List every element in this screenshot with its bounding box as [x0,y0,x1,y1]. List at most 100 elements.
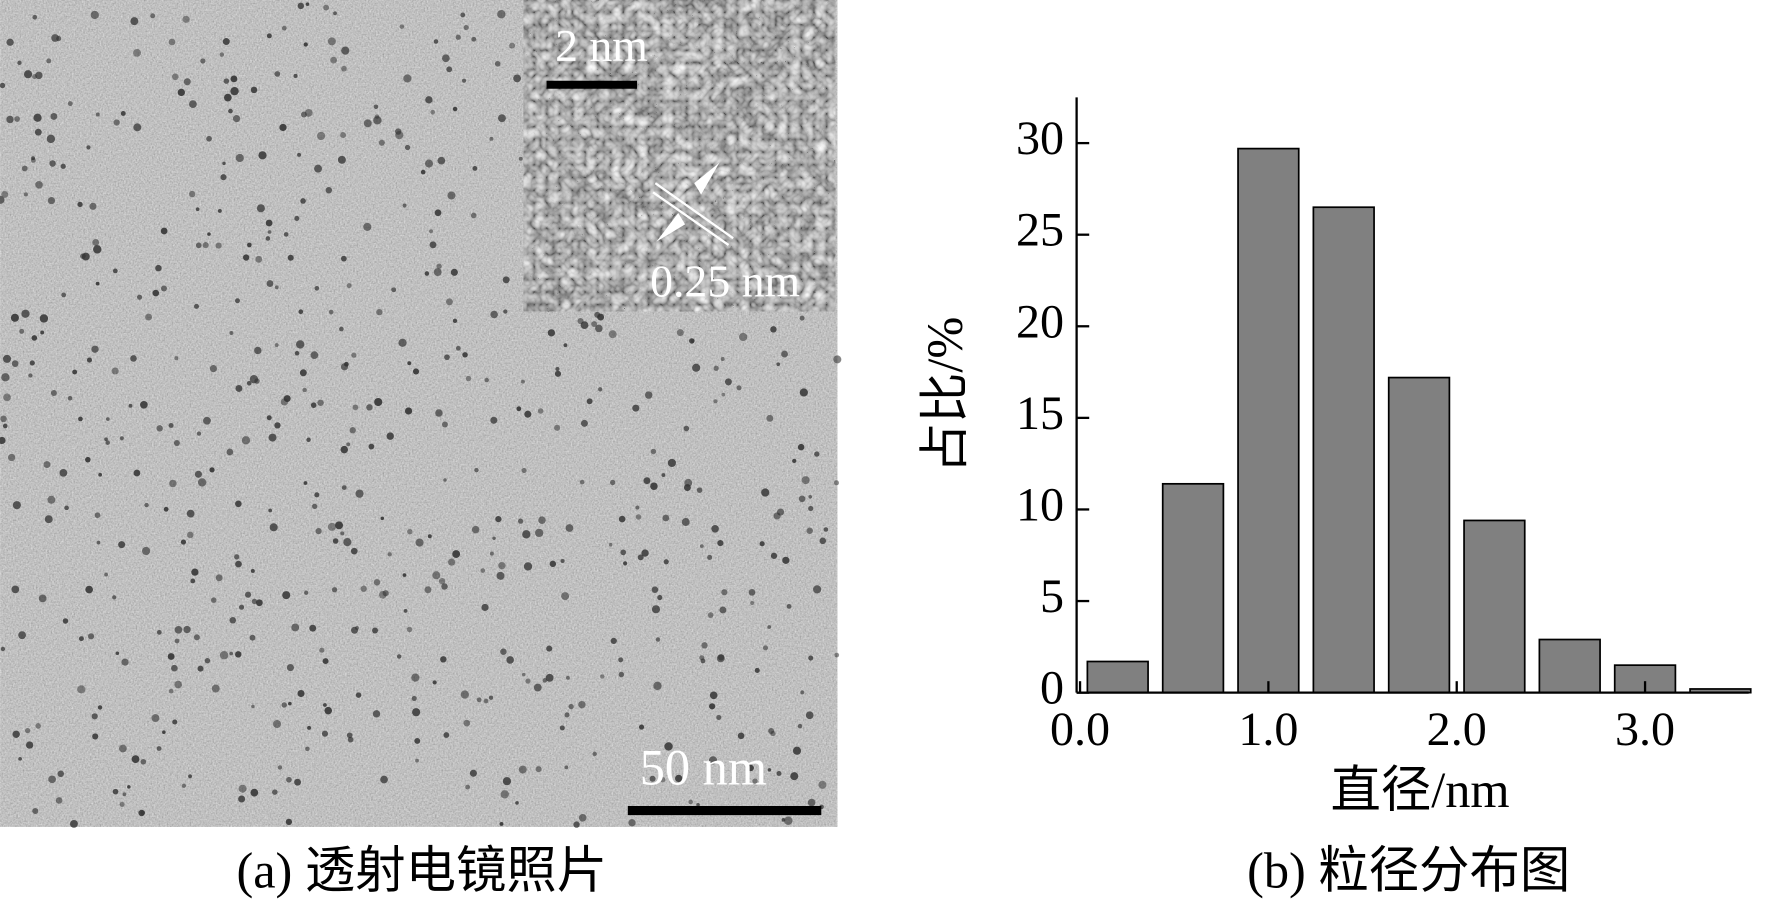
particle [194,470,202,478]
particle [229,617,237,624]
particle [717,654,725,661]
particle [351,626,359,634]
particle [415,758,419,763]
particle [31,335,38,341]
particle [786,603,792,609]
particle [432,571,441,580]
particle [294,350,300,356]
particle [461,78,467,83]
particle [317,131,326,141]
particle [294,215,300,221]
particle [238,784,247,793]
particle [717,540,724,547]
particle [813,585,822,594]
particle [105,440,110,445]
particle [187,531,194,539]
particle [386,432,394,440]
particle [1,190,9,198]
particle [168,422,174,428]
particle [174,638,180,644]
particle [12,501,21,510]
particle [545,673,554,682]
particle [675,774,683,783]
particle [446,66,453,73]
particle [834,652,840,658]
particle [547,329,556,337]
particle [721,392,726,397]
particle [341,485,347,490]
y-axis-label: 占比/% [917,317,973,474]
particle [609,479,616,486]
particle [287,254,294,261]
x-tick-label: 3.0 [1615,703,1675,756]
particle [592,751,597,757]
particle [241,436,251,445]
particle [438,577,446,585]
particle [643,477,651,485]
particle [337,155,346,164]
particle [95,112,100,117]
particle [489,136,494,141]
particle [118,744,127,753]
particle [281,25,287,31]
particle [650,448,657,455]
particle [127,785,131,789]
particle [688,799,693,805]
particle [360,585,367,592]
particle [235,500,242,508]
particle [2,354,12,363]
particle [407,361,412,366]
particle [436,263,442,269]
particle [28,373,33,378]
particle [200,58,206,64]
particle [25,727,31,734]
particle [11,585,20,594]
particle [347,736,354,743]
particle [77,201,83,208]
particle [699,544,704,548]
particle [437,156,446,165]
particle [452,550,461,558]
particle [340,445,348,454]
particle [748,588,756,596]
particle [618,515,626,523]
particle [19,328,25,334]
particle [429,241,437,249]
particle [173,440,180,447]
particle [130,17,139,26]
particle [18,756,22,761]
particle [188,774,193,779]
particle [210,597,217,603]
particle [87,633,95,640]
particle [524,410,532,418]
caption: (a) 透射电镜照片 [236,842,607,898]
particle [339,326,344,332]
particle [121,658,129,666]
particle [800,690,805,695]
particle [29,360,35,366]
particle [155,264,162,272]
particle [193,303,200,309]
particle [818,780,827,789]
particle [577,318,584,325]
particle [649,775,656,782]
particle [776,770,782,776]
particle [94,512,101,519]
particle [349,427,356,434]
particle [442,54,450,63]
particle [608,330,617,339]
scale-label: 50 nm [640,739,767,795]
particle [376,308,383,316]
particle [676,329,684,337]
particle [549,560,557,568]
particle [249,634,256,641]
particle [430,109,436,115]
particle [112,268,118,274]
particle [444,354,450,361]
particle [372,710,381,718]
particle [72,369,78,375]
particle [492,536,496,540]
particle [295,340,305,349]
particle [761,488,770,497]
